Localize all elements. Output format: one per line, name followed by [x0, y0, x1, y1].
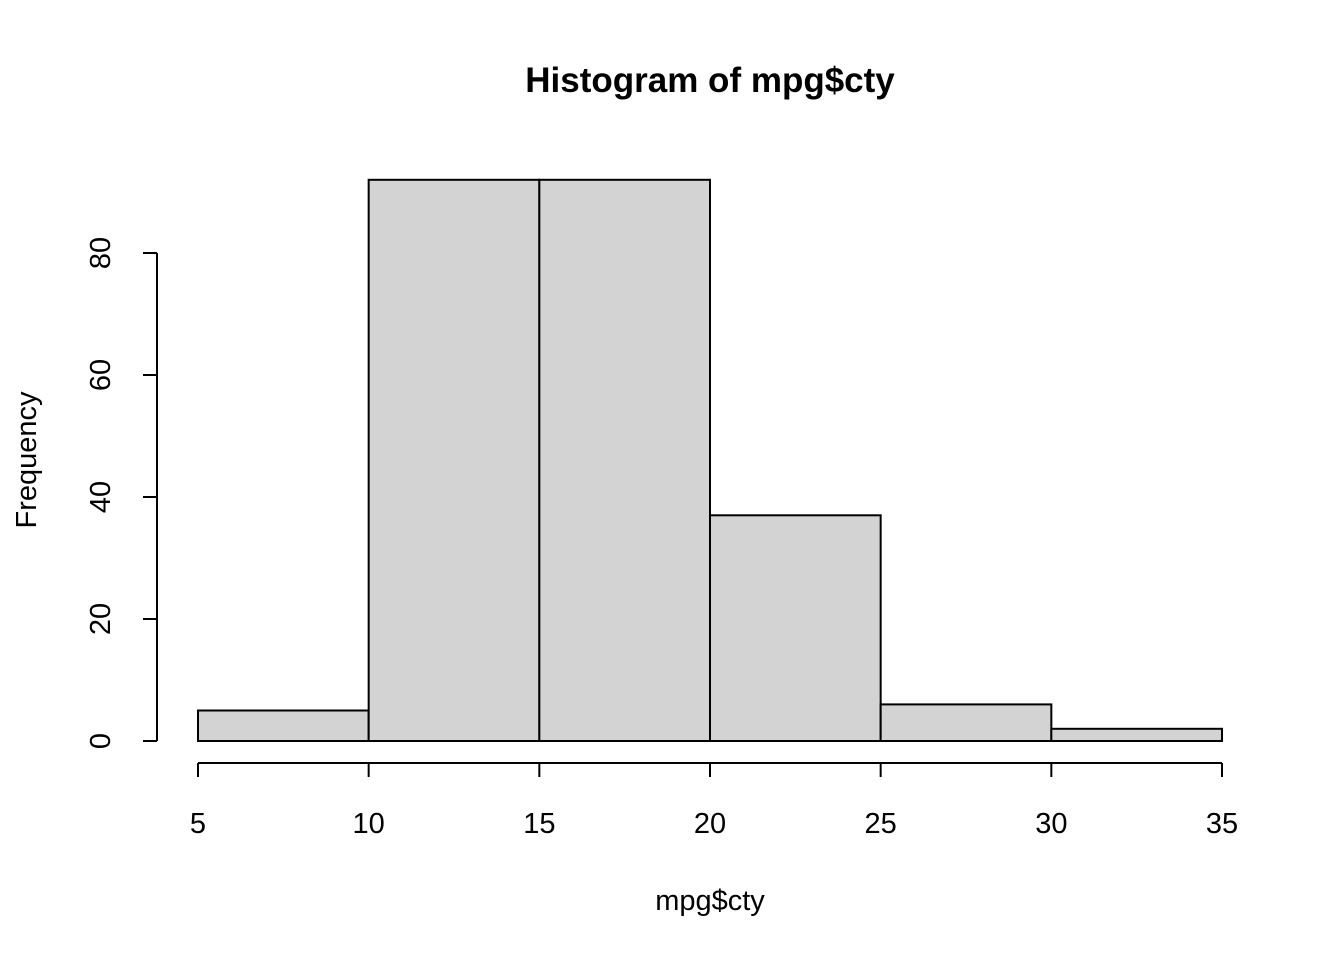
bar: [367, 178, 541, 743]
bar: [197, 709, 370, 742]
x-tick-label: 20: [694, 808, 726, 840]
x-tick-label: 35: [1206, 808, 1238, 840]
bar: [709, 514, 882, 742]
x-tick-label: 10: [353, 808, 385, 840]
x-tick-label: 15: [523, 808, 555, 840]
x-tick-label: 5: [190, 808, 206, 840]
x-axis-label: mpg$cty: [655, 885, 765, 917]
chart-title: Histogram of mpg$cty: [525, 61, 895, 100]
y-tick-label: 20: [85, 603, 117, 635]
y-tick-label: 0: [85, 733, 117, 749]
x-tick-label: 30: [1035, 808, 1067, 840]
y-tick-label: 40: [85, 481, 117, 513]
bar: [879, 703, 1053, 743]
x-tick-label: 25: [865, 808, 897, 840]
bar: [538, 178, 711, 743]
y-axis-label: Frequency: [11, 391, 43, 529]
y-tick-label: 80: [85, 237, 117, 269]
y-tick-label: 60: [85, 359, 117, 391]
bar: [1050, 727, 1224, 742]
